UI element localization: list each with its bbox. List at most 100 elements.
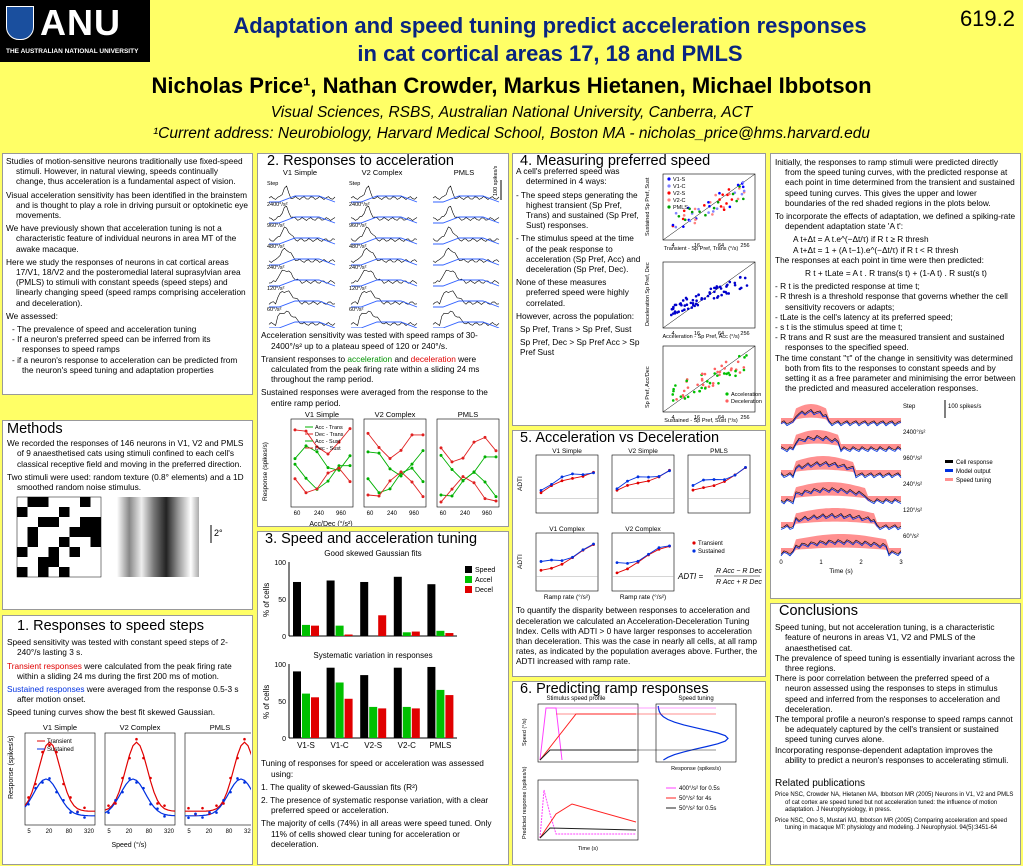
s4-data-point [741, 185, 745, 189]
s4-data-point [683, 304, 687, 307]
s2-dec-label: deceleration [410, 353, 456, 364]
s4-data-point [697, 293, 700, 296]
model-output [780, 462, 902, 479]
s4-data-point [745, 354, 748, 357]
sustained-point [114, 798, 117, 802]
s6-legend-label: 50°/s² for 0.5s [679, 806, 716, 812]
s2-tuning-point [293, 428, 297, 432]
s4-data-point [719, 205, 723, 208]
methods-p2: Two stimuli were used: random texture (0… [7, 471, 244, 493]
s2-speed-profile [351, 237, 418, 245]
s4-data-point [718, 191, 721, 195]
s6-xlabel3: Time (s) [578, 846, 598, 852]
transient-fit-curve [104, 740, 176, 812]
s2-tuning-line [367, 432, 423, 459]
s5-sustained-point [647, 553, 650, 556]
intro-p1: Studies of motion-sensitive neurons trad… [6, 156, 243, 187]
s2-xtick: 960 [482, 511, 493, 517]
s6-ylabel3: Predicted response (spikes/s) [522, 767, 528, 840]
s5-sustained-line [540, 543, 594, 563]
sustained-point [215, 810, 218, 814]
s4-data-point [706, 380, 709, 383]
s1-xtick: 5 [27, 829, 31, 835]
s4-legend3-label: Acceleration [731, 392, 761, 398]
model-speed-tuning-band [781, 482, 901, 502]
s2-rate-label: 240°/s² [349, 265, 367, 271]
s3-bar [326, 667, 335, 739]
s4-xtick: 4 [671, 243, 674, 249]
s3-ytick: 100 [274, 560, 286, 567]
s6-pred-slow [539, 803, 637, 839]
model-t4: The time constant "τ" of the change in s… [775, 352, 1016, 394]
s3-t3: 2. The presence of systematic response v… [261, 795, 489, 816]
model-cell-response [780, 539, 902, 556]
sustained-point [69, 810, 72, 814]
s4-t4: None of these measures preferred speed w… [516, 277, 629, 308]
s3-bar [360, 582, 369, 637]
s4-data-point [727, 292, 731, 295]
sustained-point [208, 810, 211, 814]
s4-data-point [736, 197, 740, 201]
conclusions-p3: There is poor correlation between the pr… [775, 673, 1000, 714]
s4-data-point [691, 302, 695, 305]
s6-profile-short [539, 749, 636, 761]
legend-sustained: Sustained [47, 747, 74, 753]
s3-category-label: V2-C [398, 741, 416, 750]
model-output [780, 541, 902, 557]
s4-data-point [700, 372, 704, 376]
s4-data-point [674, 303, 678, 307]
s1-xlabel: Speed (°/s) [111, 841, 146, 849]
s2-xtick: 60 [440, 511, 447, 517]
texture-element [38, 557, 49, 568]
s4-data-point [708, 292, 712, 295]
s4-data-point [742, 366, 746, 369]
s2-rate-label: 120°/s² [349, 286, 367, 292]
s4-data-point [711, 210, 715, 213]
s5-sustained-point [560, 475, 564, 479]
s6-prediction-axes [537, 779, 639, 841]
s4-data-point [700, 386, 703, 390]
transient-point [135, 737, 138, 741]
s3-ylabel: % of cells [262, 583, 271, 617]
s2-tuning-line [294, 467, 351, 494]
s3-bar [326, 580, 335, 637]
s3-ytick: 0 [282, 634, 286, 641]
s2-rate-label: 240°/s² [267, 265, 285, 271]
s4-data-point [682, 209, 686, 213]
s2-tuning-line [367, 450, 424, 477]
s2-tuning-point [377, 491, 381, 495]
s4-data-point [742, 197, 745, 201]
s2-tuning-point [326, 479, 330, 483]
s4-legend-label: PMLS [673, 205, 688, 211]
texture-element [17, 547, 28, 558]
intro-panel: Studies of motion-sensitive neurons trad… [2, 153, 253, 395]
s4-data-point [701, 383, 705, 387]
s2-tuning-point [410, 462, 414, 466]
s2-tuning-point [421, 479, 425, 483]
s4-data-point [716, 374, 719, 377]
s2-scale-label: 100 spikes/s [493, 166, 499, 196]
s2-tuning-point [304, 476, 308, 480]
s5-transient-point [647, 479, 650, 483]
s4-t7: Sp Pref, Dec > Sp Pref Acc > Sp Pref Sus… [520, 337, 640, 358]
s3-legend-label: Accel [475, 577, 493, 584]
s1-tuning-curves: Response (spikes/s) V1 Simple 5 20 80 320 V2 C… [8, 723, 252, 849]
s2-tuning-point [337, 464, 341, 468]
s4-data-point [679, 395, 683, 398]
s5-panel-title: V2 Complex [625, 526, 661, 533]
s3-ytick: 50 [278, 699, 286, 706]
model-xtick: 2 [859, 560, 863, 566]
s4-data-point [712, 206, 716, 210]
model-legend-swatch [945, 478, 953, 482]
s5-sustained-point [668, 544, 671, 548]
s4-data-point [674, 384, 677, 387]
s2-tuning-point [388, 479, 392, 483]
s3-bar [402, 632, 411, 637]
s2-speed-profile [433, 195, 500, 203]
s4-data-point [700, 379, 704, 382]
s4-data-point [734, 369, 737, 373]
s2-tuning-point [388, 456, 392, 460]
s2-psth-trace [268, 185, 336, 201]
s1-heading: 1. Responses to speed steps [17, 618, 205, 634]
model-rate-label: 120°/s² [903, 508, 922, 514]
